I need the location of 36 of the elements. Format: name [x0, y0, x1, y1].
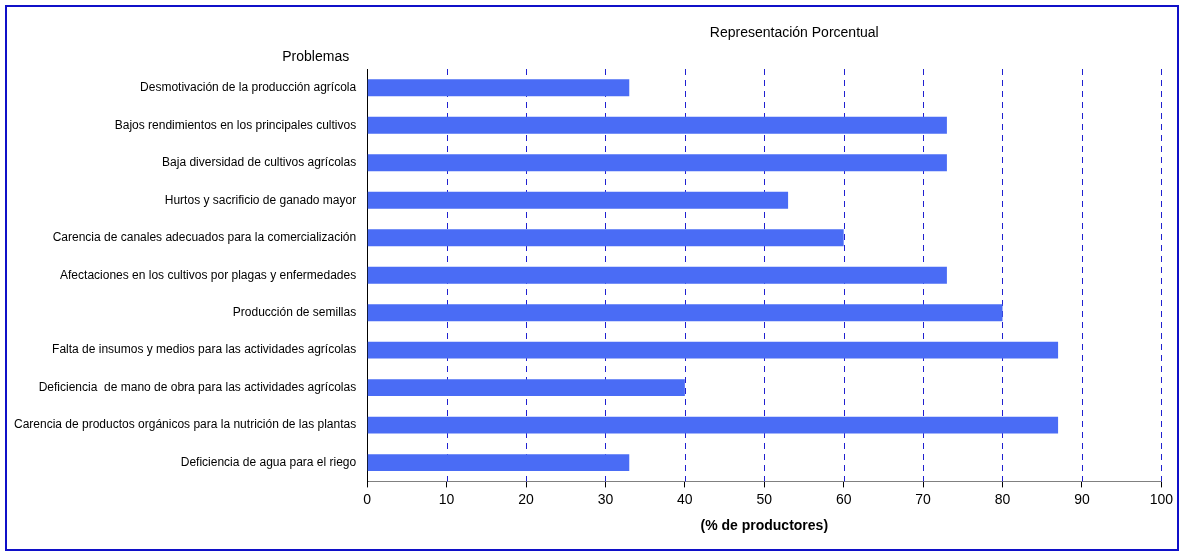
y-tick-label: Hurtos y sacrificio de ganado mayor: [164, 192, 357, 207]
x-axis-title: (% de productores): [700, 517, 829, 534]
bar: [367, 304, 1003, 322]
y-tick-label: Deficiencia de agua para el riego: [180, 454, 357, 469]
x-tick-label: 60: [835, 490, 852, 507]
bar: [367, 341, 1059, 359]
bar: [367, 154, 947, 172]
x-tick-label: 50: [756, 490, 773, 507]
bar: [367, 266, 947, 284]
bar: [367, 416, 1059, 434]
y-tick-label: Carencia de canales adecuados para la comercialización: [52, 230, 357, 245]
y-tick-label: Afectaciones en los cultivos por plagas y enfermedades: [60, 267, 357, 282]
bar: [367, 379, 685, 397]
y-tick-label: Falta de insumos y medios para las actividades agrícolas: [52, 342, 357, 357]
x-tick-label: 40: [677, 490, 693, 507]
chart-title: Representación Porcentual: [709, 24, 879, 40]
x-tick-label: 80: [994, 490, 1011, 507]
y-tick-label: Desmotivación de la producción agrícola: [140, 80, 357, 95]
y-tick-label: Baja diversidad de cultivos agrícolas: [162, 155, 357, 170]
x-tick-label: 90: [1074, 490, 1090, 507]
y-tick-label: Carencia de productos orgánicos para la nutrición de las plantas: [13, 417, 357, 432]
x-tick-label: 10: [438, 490, 455, 507]
x-tick-label: 100: [1149, 490, 1174, 507]
y-tick-label: Bajos rendimientos en los principales cultivos: [114, 117, 357, 132]
bar: [367, 454, 630, 472]
x-tick-label: 20: [518, 490, 535, 507]
y-axis-title: Problemas: [282, 48, 350, 64]
x-tick-label: 0: [363, 490, 372, 507]
x-tick-label: 30: [597, 490, 614, 507]
bar: [367, 191, 789, 209]
bar: [367, 229, 844, 247]
bar: [367, 79, 630, 97]
bar: [367, 116, 947, 134]
y-tick-label: Producción de semillas: [232, 305, 357, 319]
y-tick-label: Deficiencia de mano de obra para las actividades agrícolas: [38, 379, 357, 394]
x-tick-label: 70: [915, 490, 932, 507]
